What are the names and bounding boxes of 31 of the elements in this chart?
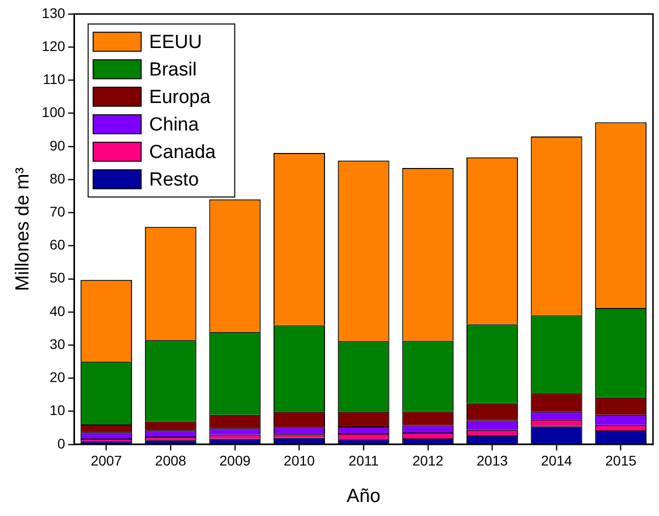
x-tick-label: 2013 — [476, 452, 508, 469]
y-tick-label: 80 — [50, 170, 66, 186]
legend-label: EEUU — [149, 32, 202, 53]
y-axis-title: Millones de m³ — [12, 167, 34, 291]
y-tick-label: 100 — [42, 104, 66, 120]
y-tick-label: 120 — [42, 38, 66, 54]
x-tick-label: 2011 — [348, 452, 379, 469]
y-tick-label: 30 — [50, 336, 66, 352]
y-tick-label: 20 — [50, 369, 66, 386]
x-tick-label: 2009 — [219, 452, 251, 469]
y-tick-label: 40 — [50, 302, 66, 319]
y-tick-label: 130 — [42, 4, 66, 21]
x-tick-label: 2010 — [284, 452, 316, 469]
y-tick-label: 70 — [50, 204, 66, 220]
legend-label: Canada — [149, 142, 216, 163]
legend-label: Resto — [149, 169, 199, 190]
x-tick-label: 2014 — [540, 452, 572, 469]
x-tick-label: 2007 — [90, 452, 122, 469]
y-tick-label: 90 — [50, 137, 66, 154]
legend-label: Brasil — [149, 59, 197, 80]
x-tick-label: 2008 — [155, 452, 186, 469]
x-axis-title: Año — [346, 486, 380, 507]
y-tick-label: 50 — [50, 270, 66, 286]
y-tick-label: 10 — [50, 402, 66, 418]
legend-label: Europa — [149, 86, 211, 108]
x-tick-label: 2015 — [605, 452, 637, 469]
y-tick-label: 110 — [42, 71, 66, 88]
legend-label: China — [149, 114, 200, 136]
x-tick-label: 2012 — [412, 452, 444, 469]
y-tick-label: 0 — [57, 435, 66, 452]
y-tick-label: 60 — [50, 236, 66, 253]
